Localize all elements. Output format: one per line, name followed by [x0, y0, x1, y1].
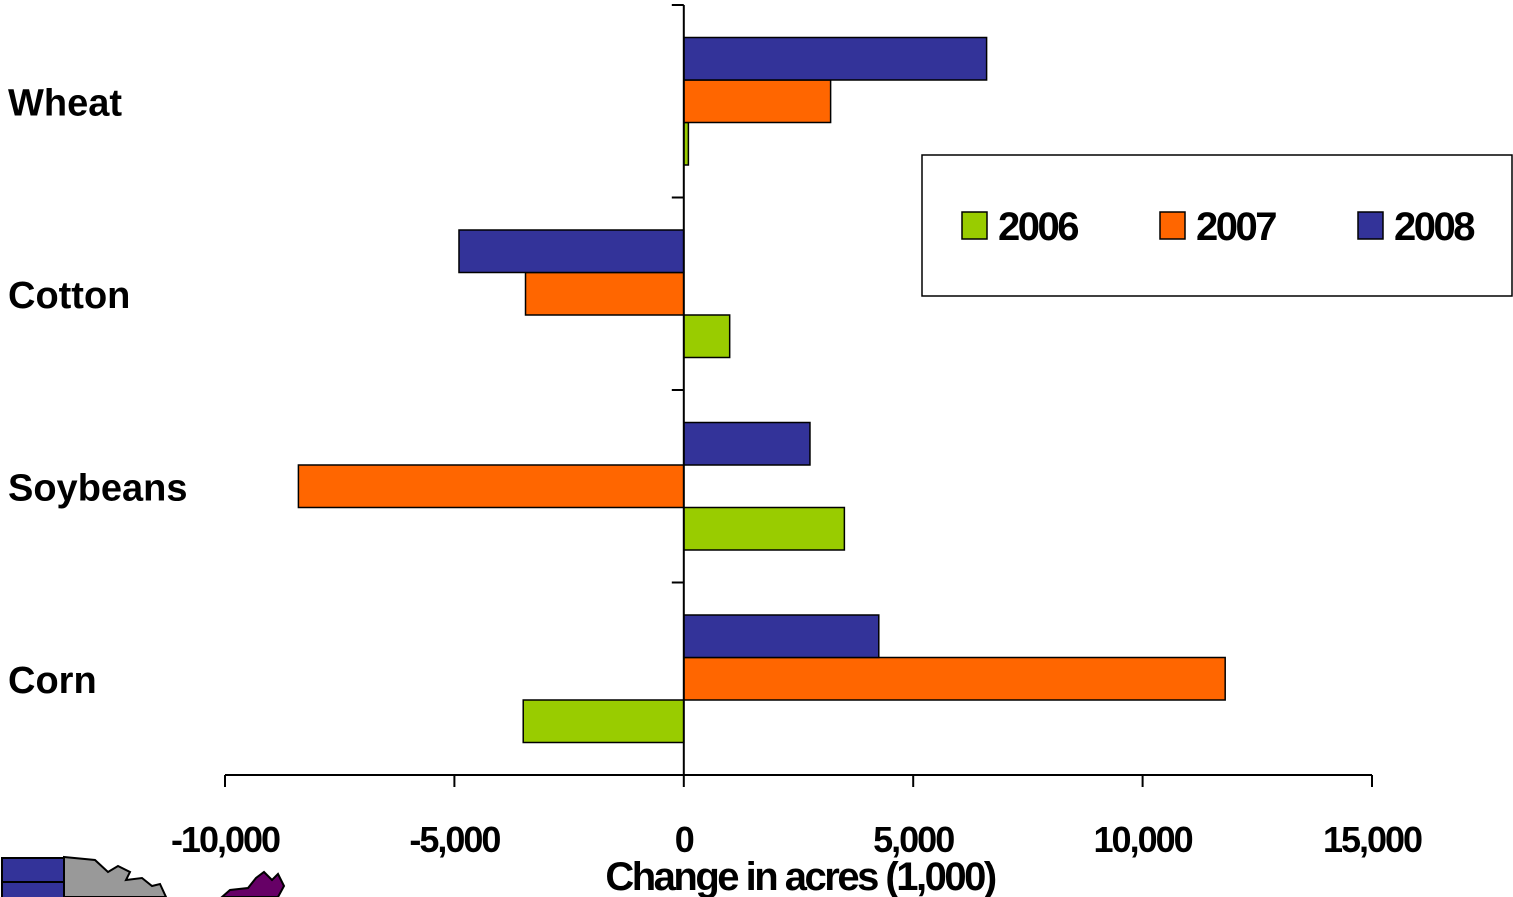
- bar-soybeans-2008: [683, 421, 811, 466]
- category-label-soybeans: Soybeans: [8, 467, 188, 509]
- legend-swatch-2007: [1159, 211, 1186, 240]
- bar-soybeans-2006: [683, 506, 846, 551]
- bar-corn-2006: [522, 699, 685, 744]
- bar-wheat-2008: [683, 36, 988, 81]
- bars-group: [297, 36, 1226, 744]
- x-tick-label: -10,000: [171, 819, 280, 860]
- legend-label-2008: 2008: [1394, 205, 1475, 249]
- legend-label-2007: 2007: [1196, 205, 1276, 249]
- category-label-cotton: Cotton: [8, 275, 130, 317]
- map-logo-fragment: [1, 855, 286, 897]
- bar-corn-2007: [683, 656, 1226, 701]
- bar-corn-2008: [683, 614, 880, 659]
- x-tick-label: 15,000: [1323, 819, 1422, 860]
- legend-label-2006: 2006: [998, 205, 1078, 249]
- x-tick-label: 10,000: [1094, 819, 1193, 860]
- bar-cotton-2008: [458, 229, 685, 274]
- x-tick-label: 0: [675, 819, 694, 860]
- x-tick-label: -5,000: [409, 819, 500, 860]
- bar-cotton-2006: [683, 314, 731, 359]
- bar-soybeans-2007: [297, 464, 685, 509]
- legend-swatch-2006: [961, 211, 988, 240]
- category-label-corn: Corn: [8, 660, 97, 702]
- category-label-wheat: Wheat: [8, 82, 122, 124]
- tick-labels: -10,000 -5,000 0 5,000 10,000 15,000: [171, 819, 1424, 860]
- x-axis-title: Change in acres (1,000): [605, 855, 996, 897]
- legend-swatch-2008: [1357, 211, 1384, 240]
- x-tick-label: 5,000: [873, 819, 954, 860]
- bar-wheat-2007: [683, 79, 832, 124]
- axes-group: [224, 4, 1373, 787]
- legend-box: [921, 154, 1513, 297]
- bar-cotton-2007: [524, 271, 685, 316]
- category-labels: Corn Soybeans Cotton Wheat: [8, 82, 188, 702]
- legend: 2006 2007 2008: [921, 154, 1513, 297]
